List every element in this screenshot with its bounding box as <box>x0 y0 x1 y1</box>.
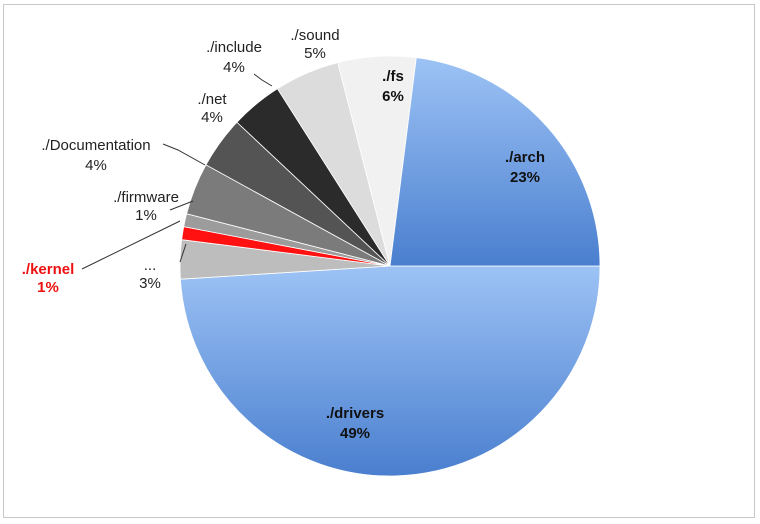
pie-slice-drivers <box>179 265 601 477</box>
slice-label-net: ./net <box>197 91 227 108</box>
slice-label-documentation: ./Documentation <box>41 137 150 154</box>
leader-line-firmware <box>169 200 194 211</box>
slice-percent-documentation: 4% <box>85 157 107 174</box>
slice-label-kernel: ./kernel <box>22 261 75 278</box>
slice-label-include: ./include <box>206 39 262 56</box>
slice-percent-sound: 5% <box>304 45 326 62</box>
slice-label-fs: ./fs <box>382 68 404 85</box>
leader-line-other <box>179 243 187 263</box>
slice-label-firmware: ./firmware <box>113 189 179 206</box>
slice-percent-firmware: 1% <box>135 207 157 224</box>
slice-percent-other: 3% <box>139 275 161 292</box>
leader-line-kernel <box>81 220 181 270</box>
slice-percent-kernel: 1% <box>37 279 59 296</box>
slice-percent-net: 4% <box>201 109 223 126</box>
leader-line-documentation <box>162 143 206 166</box>
slice-percent-arch: 23% <box>510 169 540 186</box>
slice-label-sound: ./sound <box>290 27 339 44</box>
slice-label-drivers: ./drivers <box>326 405 384 422</box>
pie-slice-arch <box>389 57 601 267</box>
slice-percent-fs: 6% <box>382 88 404 105</box>
slice-label-other: ... <box>144 257 157 274</box>
leader-line-include <box>253 73 273 87</box>
slice-percent-include: 4% <box>223 59 245 76</box>
slice-percent-drivers: 49% <box>340 425 370 442</box>
slice-label-arch: ./arch <box>505 149 545 166</box>
